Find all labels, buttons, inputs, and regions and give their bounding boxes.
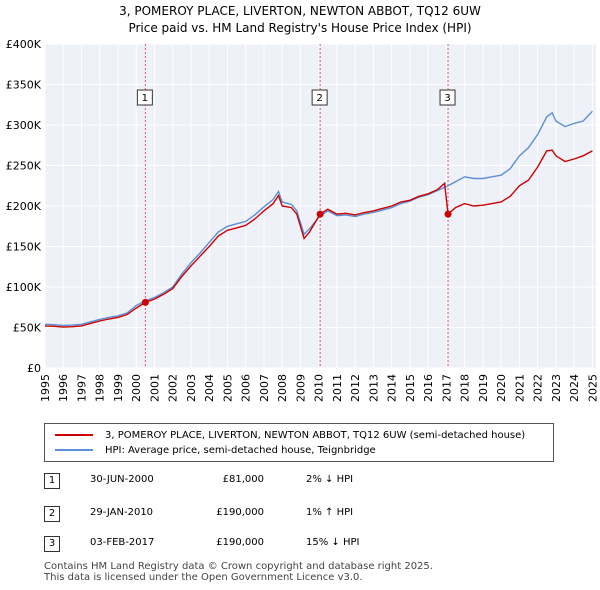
x-tick-label: 1999	[112, 374, 125, 402]
chart-subtitle: Price paid vs. HM Land Registry's House …	[128, 21, 472, 35]
y-tick-label: £300K	[6, 119, 42, 132]
x-tick-label: 2019	[477, 374, 490, 402]
x-tick-label: 2000	[130, 374, 143, 402]
sale-number-box	[311, 89, 328, 106]
legend-item-property: 3, POMEROY PLACE, LIVERTON, NEWTON ABBOT…	[55, 429, 525, 443]
y-tick-label: £50K	[13, 322, 42, 335]
x-tick-label: 2009	[294, 374, 307, 402]
x-tick-label: 2012	[349, 374, 362, 402]
price-chart: £0 £50K £100K £150K £200K £250K £300K £350K £400…	[6, 38, 600, 402]
x-tick-label: 2002	[167, 374, 180, 402]
footer-licence: This data is licensed under the Open Gov…	[44, 572, 363, 583]
sale-point	[316, 210, 324, 218]
y-tick-label: £350K	[6, 79, 42, 92]
x-tick-label: 2001	[148, 374, 161, 402]
transaction-date: 30-JUN-2000	[90, 474, 154, 485]
sale-point	[141, 298, 149, 306]
footer-copyright: Contains HM Land Registry data © Crown c…	[44, 561, 433, 572]
x-tick-label: 2017	[440, 374, 453, 402]
sale-number-box	[136, 89, 153, 106]
x-tick-label: 2023	[550, 374, 563, 402]
legend-item-hpi: HPI: Average price, semi-detached house,…	[55, 444, 376, 458]
x-tick-label: 1995	[39, 374, 52, 402]
x-tick-label: 2007	[258, 374, 271, 402]
sale-number-box	[439, 89, 456, 106]
transaction-date: 03-FEB-2017	[90, 537, 155, 548]
x-tick-label: 2025	[586, 374, 599, 402]
transaction-price: £190,000	[216, 507, 264, 518]
transaction-price: £190,000	[216, 537, 264, 548]
x-tick-label: 2016	[422, 374, 435, 402]
legend-label-hpi: HPI: Average price, semi-detached house,…	[105, 445, 376, 456]
x-tick-label: 2020	[495, 374, 508, 402]
sale-point	[444, 210, 452, 218]
table-row: 2 29-JAN-2010 £190,000 1% ↑ HPI	[44, 506, 544, 524]
transaction-price: £81,000	[222, 474, 264, 485]
sale-number-label: 2	[316, 93, 322, 104]
transaction-number: 3	[44, 536, 60, 552]
x-tick-label: 2013	[367, 374, 380, 402]
transaction-date: 29-JAN-2010	[90, 507, 154, 518]
x-tick-label: 2018	[459, 374, 472, 402]
x-tick-label: 2004	[203, 374, 216, 402]
x-tick-label: 2010	[313, 374, 326, 402]
transaction-hpi-diff: 15% ↓ HPI	[306, 537, 360, 548]
transaction-number: 1	[44, 473, 60, 489]
x-tick-label: 2003	[185, 374, 198, 402]
sale-number-label: 3	[444, 93, 450, 104]
x-tick-label: 2014	[386, 374, 399, 402]
x-tick-label: 1997	[75, 374, 88, 402]
y-tick-label: £250K	[6, 160, 42, 173]
sale-number-label: 1	[142, 93, 148, 104]
transaction-number: 2	[44, 506, 60, 522]
transaction-hpi-diff: 2% ↓ HPI	[306, 474, 354, 485]
y-tick-label: £0	[27, 362, 41, 375]
y-tick-label: £200K	[6, 200, 42, 213]
legend-swatch-hpi	[55, 449, 93, 451]
x-tick-label: 2006	[240, 374, 253, 402]
x-tick-label: 2011	[331, 374, 344, 402]
x-tick-label: 1996	[57, 374, 70, 402]
x-tick-label: 2015	[404, 374, 417, 402]
x-tick-label: 2024	[568, 374, 581, 402]
chart-title: 3, POMEROY PLACE, LIVERTON, NEWTON ABBOT…	[119, 4, 481, 18]
x-tick-label: 2021	[513, 374, 526, 402]
x-tick-label: 2008	[276, 374, 289, 402]
y-tick-label: £100K	[6, 281, 42, 294]
x-tick-label: 1998	[94, 374, 107, 402]
footer: Contains HM Land Registry data © Crown c…	[44, 561, 433, 583]
x-tick-label: 2005	[221, 374, 234, 402]
y-tick-label: £150K	[6, 241, 42, 254]
legend-swatch-property	[55, 434, 93, 436]
table-row: 3 03-FEB-2017 £190,000 15% ↓ HPI	[44, 536, 544, 554]
table-row: 1 30-JUN-2000 £81,000 2% ↓ HPI	[44, 473, 544, 491]
x-tick-label: 2022	[532, 374, 545, 402]
legend-label-property: 3, POMEROY PLACE, LIVERTON, NEWTON ABBOT…	[105, 430, 526, 441]
y-tick-label: £400K	[6, 38, 42, 51]
transaction-hpi-diff: 1% ↑ HPI	[306, 507, 354, 518]
legend: 3, POMEROY PLACE, LIVERTON, NEWTON ABBOT…	[44, 423, 554, 462]
